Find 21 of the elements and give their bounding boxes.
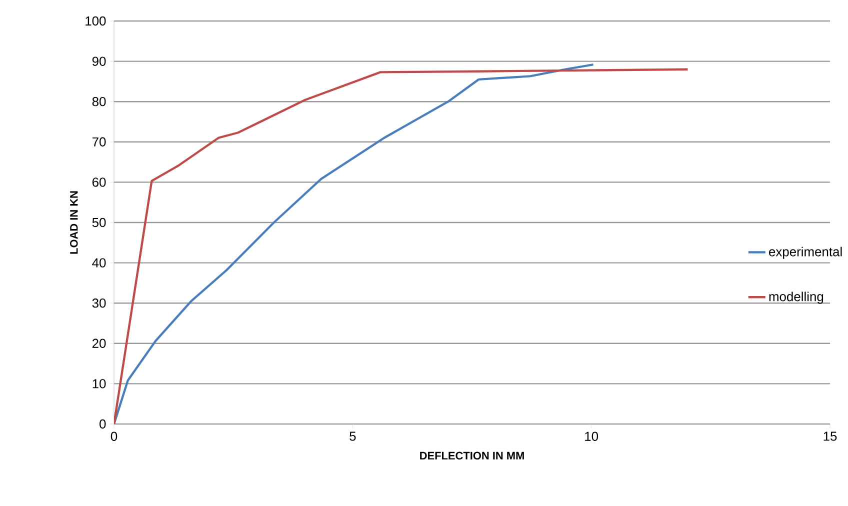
- y-tick-label: 30: [92, 298, 106, 308]
- legend-label: modelling: [769, 292, 824, 304]
- y-tick-label: 100: [86, 16, 106, 26]
- y-tick-label: 60: [92, 178, 106, 187]
- x-axis-title: DEFLECTION IN MM: [420, 452, 524, 460]
- x-tick-label: 10: [585, 432, 598, 441]
- y-tick-label: 20: [92, 338, 106, 348]
- x-tick-label: 0: [110, 432, 118, 441]
- x-tick-label: 15: [824, 432, 837, 441]
- y-tick-label: 80: [92, 97, 106, 106]
- line-series: [114, 68, 689, 424]
- y-tick-label: 50: [92, 218, 106, 228]
- line-series: [114, 63, 594, 424]
- y-tick-label: 90: [92, 56, 106, 66]
- y-axis-title: LOAD IN KN: [70, 191, 78, 254]
- y-tick-label: 0: [100, 419, 106, 429]
- y-tick-label: 40: [92, 258, 106, 268]
- y-tick-label: 70: [92, 137, 106, 146]
- x-tick-label: 5: [350, 432, 356, 441]
- y-tick-label: 10: [92, 379, 106, 388]
- legend-label: experimental: [769, 246, 842, 259]
